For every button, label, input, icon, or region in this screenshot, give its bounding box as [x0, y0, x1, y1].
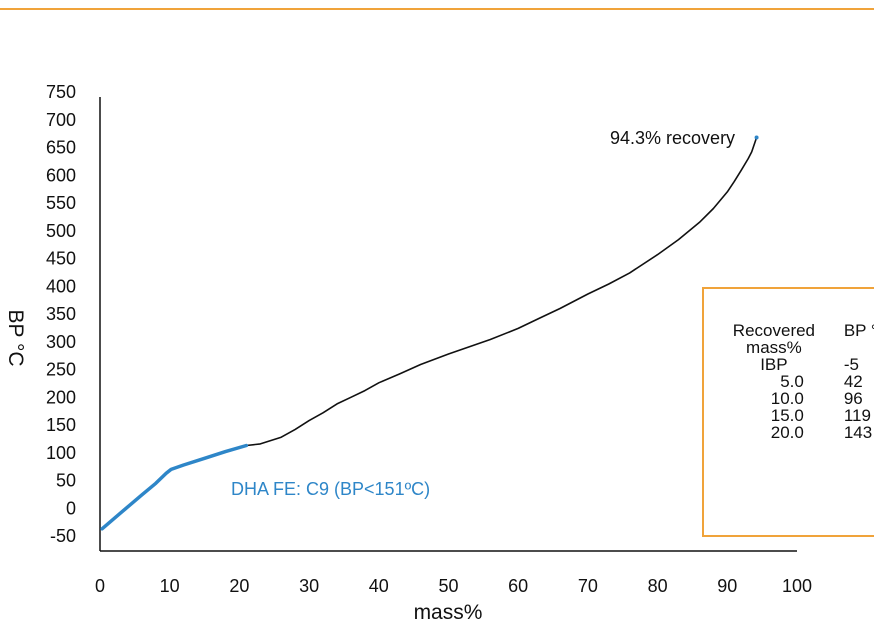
recovery-table-box: Recovered mass% BP °C IBP -5 5.0 42 10.0…: [702, 287, 874, 537]
y-tick-label: 100: [46, 443, 76, 463]
table-row: 20.0 143: [726, 424, 874, 441]
x-tick-label: 70: [578, 576, 598, 596]
table-header-row: Recovered mass% BP °C: [726, 322, 874, 356]
y-tick-label: 650: [46, 138, 76, 158]
y-tick-label: 400: [46, 276, 76, 296]
x-tick-label: 100: [782, 576, 812, 596]
row-bp: -5: [843, 355, 859, 374]
header-bp: BP °C: [843, 321, 874, 340]
recovery-table: Recovered mass% BP °C IBP -5 5.0 42 10.0…: [726, 322, 874, 441]
row-mass: 15.0: [770, 406, 804, 425]
dha-fe-annotation: DHA FE: C9 (BP<151ºC): [231, 479, 430, 499]
x-tick-label: 20: [229, 576, 249, 596]
table-row: 5.0 42: [726, 373, 874, 390]
x-tick-label: 60: [508, 576, 528, 596]
axes: [99, 97, 797, 552]
row-mass: 5.0: [780, 372, 804, 391]
y-tick-label: 750: [46, 82, 76, 102]
table-row: 10.0 96: [726, 390, 874, 407]
series-layer: [100, 135, 759, 531]
row-mass: IBP: [760, 355, 788, 374]
y-tick-label: 150: [46, 415, 76, 435]
row-bp: 119: [843, 406, 871, 425]
y-axis-title: BP °C: [4, 309, 27, 366]
table-row: IBP -5: [726, 356, 874, 373]
top-accent-rule: [0, 8, 874, 10]
x-tick-label: 50: [438, 576, 458, 596]
y-tick-label: 700: [46, 110, 76, 130]
series-line-distillation-curve: [245, 136, 758, 447]
x-tick-label: 40: [369, 576, 389, 596]
y-tick-label: 300: [46, 332, 76, 352]
row-bp: 96: [843, 389, 863, 408]
x-tick-labels: 0 10 20 30 40 50 60 70 80 90 100: [95, 576, 812, 596]
x-tick-label: 90: [717, 576, 737, 596]
row-mass: 10.0: [770, 389, 804, 408]
x-tick-label: 30: [299, 576, 319, 596]
row-bp: 143: [843, 423, 873, 442]
y-tick-label: 250: [46, 360, 76, 380]
y-tick-label: 550: [46, 193, 76, 213]
x-axis-title: mass%: [414, 601, 483, 624]
x-tick-label: 80: [648, 576, 668, 596]
series-line-dha-fe-c9: [100, 443, 249, 531]
recovery-annotation: 94.3% recovery: [610, 128, 735, 148]
table-row: 15.0 119: [726, 407, 874, 424]
y-tick-label: 350: [46, 304, 76, 324]
y-tick-label: 500: [46, 221, 76, 241]
row-bp: 42: [843, 372, 863, 391]
x-tick-label: 0: [95, 576, 105, 596]
y-tick-label: -50: [50, 526, 76, 546]
x-tick-label: 10: [160, 576, 180, 596]
recovery-end-point: [754, 135, 759, 140]
y-tick-label: 600: [46, 165, 76, 185]
y-tick-labels: 7507006506005505004504003503002502001501…: [46, 82, 76, 546]
y-tick-label: 450: [46, 249, 76, 269]
y-tick-label: 200: [46, 387, 76, 407]
y-tick-label: 0: [66, 498, 76, 518]
y-tick-label: 50: [56, 471, 76, 491]
row-mass: 20.0: [770, 423, 804, 442]
header-recovered-mass: Recovered mass%: [732, 321, 816, 357]
